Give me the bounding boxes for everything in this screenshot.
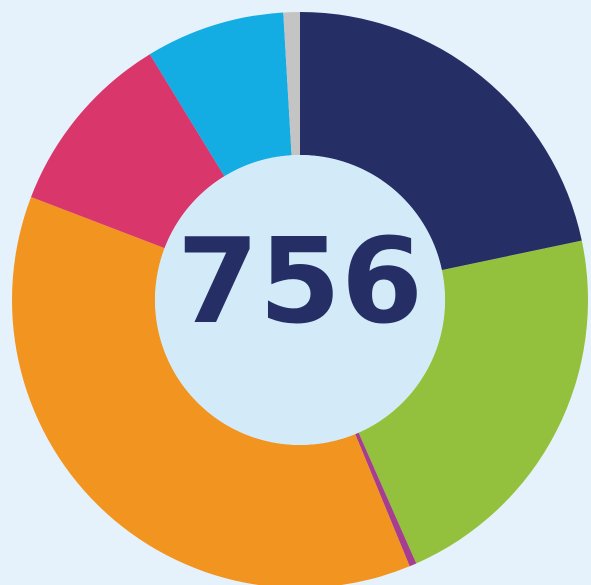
chart: 756 <box>0 0 591 585</box>
page: {"chart_data": {"type": "donut", "center… <box>0 0 591 585</box>
center-label: 756 <box>177 212 423 350</box>
